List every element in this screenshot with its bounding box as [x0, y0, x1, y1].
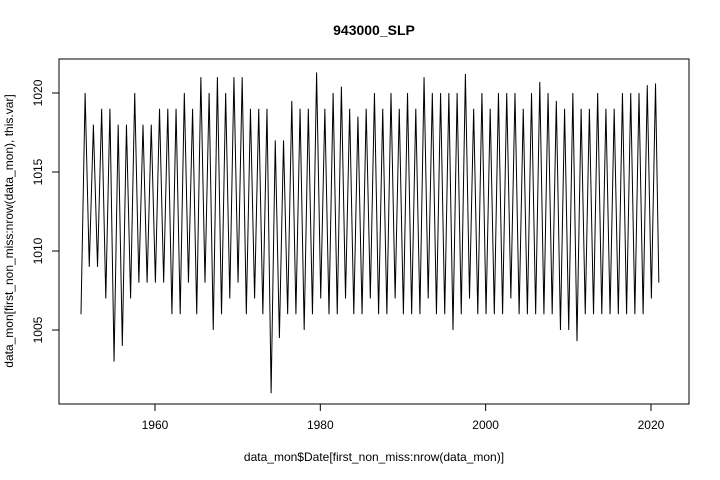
y-tick-label: 1005 [31, 316, 45, 343]
y-tick-label: 1015 [31, 158, 45, 185]
chart-title: 943000_SLP [333, 22, 415, 38]
x-tick-label: 1960 [142, 418, 169, 432]
data-line [80, 72, 660, 394]
x-tick-label: 2020 [638, 418, 665, 432]
y-axis-label: data_mon[first_non_miss:nrow(data_mon), … [2, 94, 16, 367]
y-tick-label: 1020 [31, 79, 45, 106]
x-tick-label: 1980 [307, 418, 334, 432]
x-tick-label: 2000 [472, 418, 499, 432]
y-tick-label: 1010 [31, 237, 45, 264]
x-axis-label: data_mon$Date[first_non_miss:nrow(data_m… [244, 450, 504, 464]
plot-frame [58, 58, 690, 405]
